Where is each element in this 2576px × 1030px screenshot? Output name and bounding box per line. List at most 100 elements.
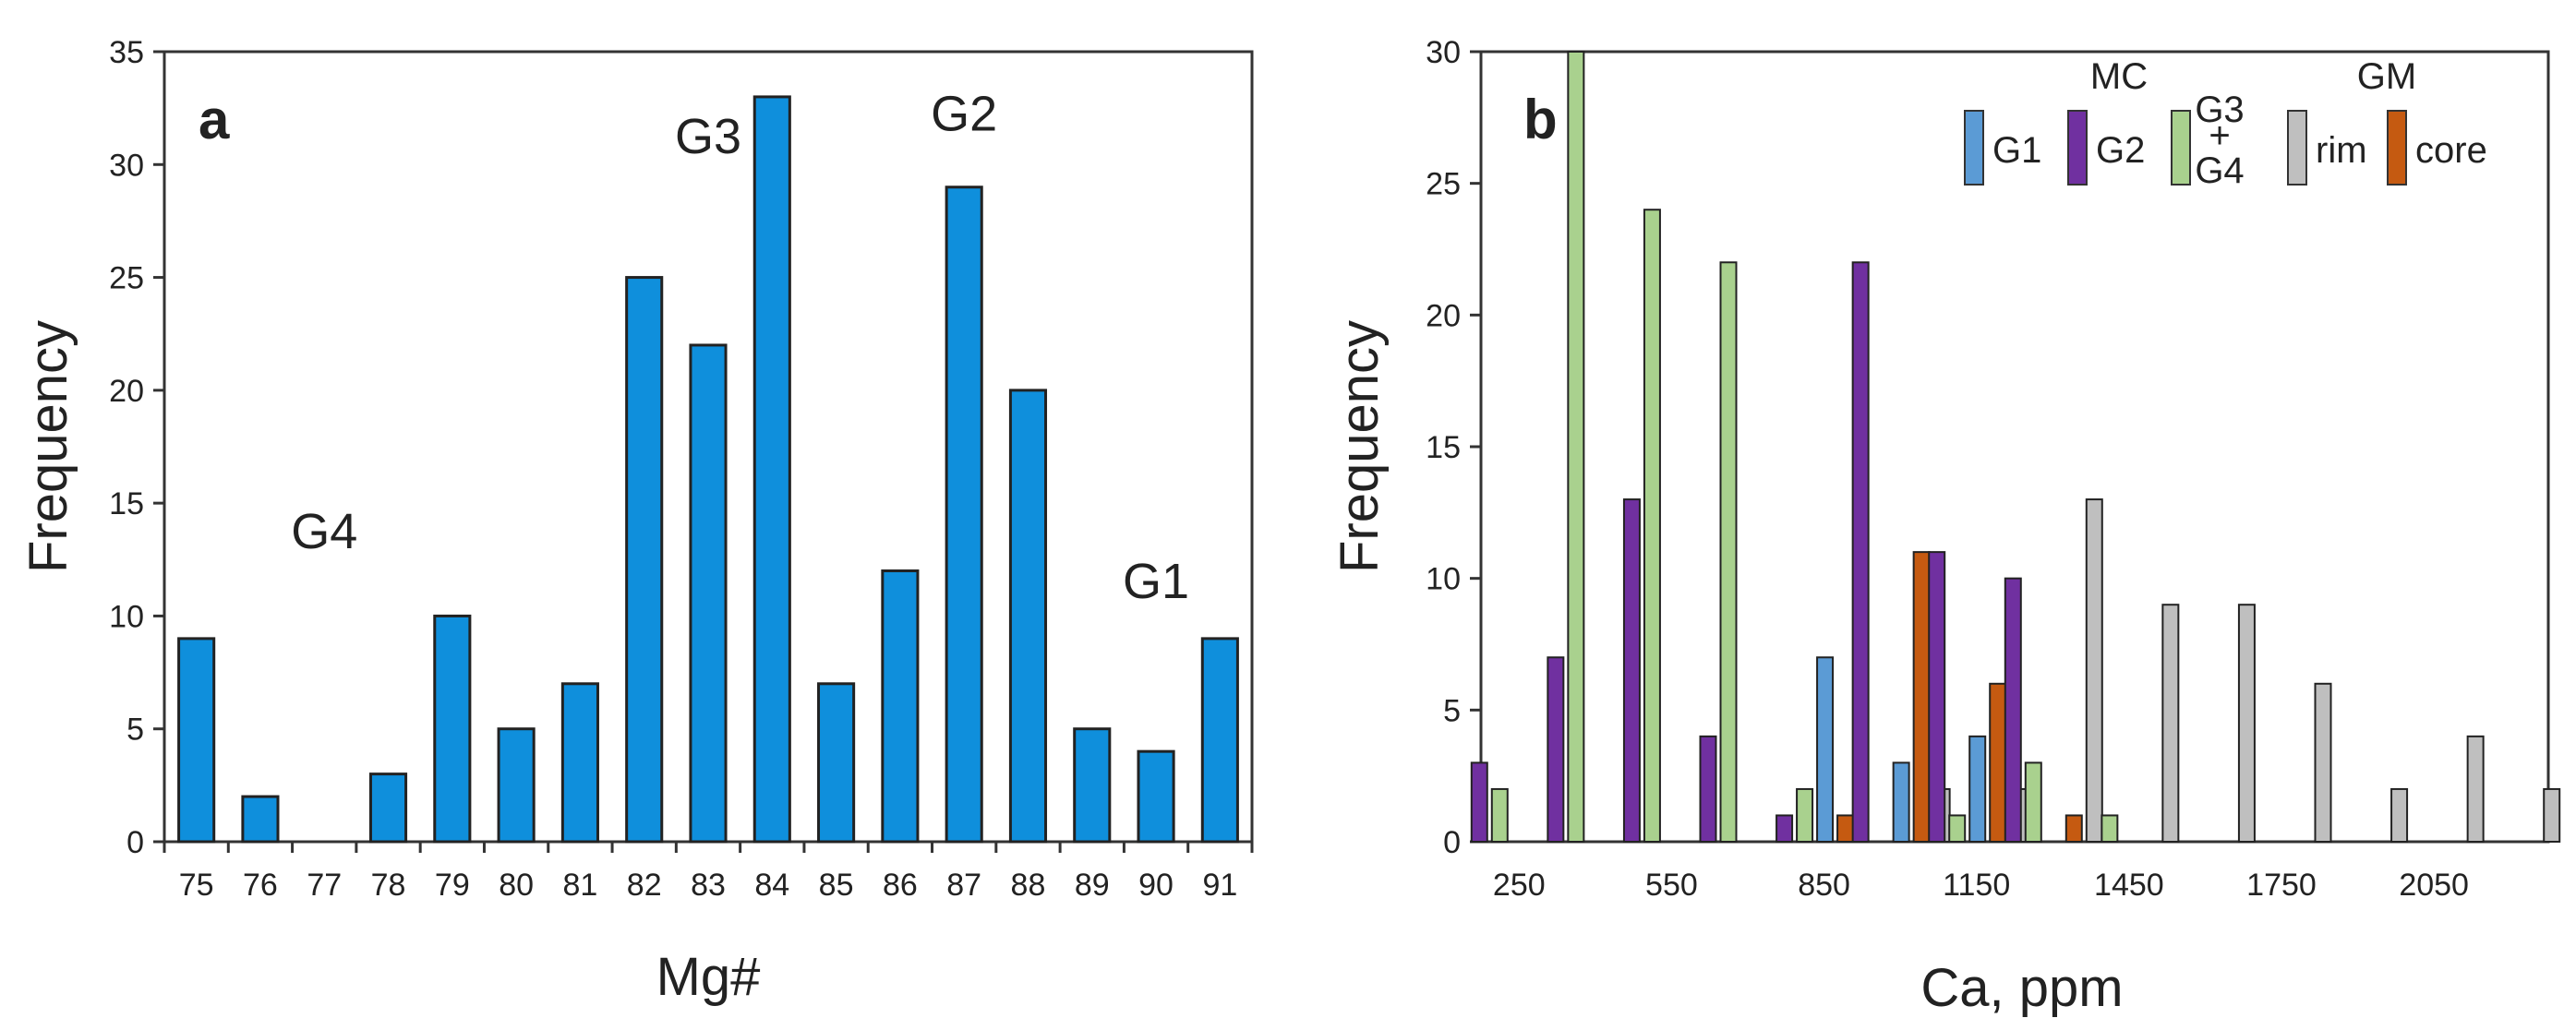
y-tick-label: 20 [109, 374, 144, 409]
bar-g2 [1622, 498, 1641, 843]
panel-b-y-axis: 0 5 10 15 20 25 30 [1426, 35, 1481, 860]
bar-rim [2085, 498, 2103, 843]
x-tick-label: 89 [1075, 868, 1110, 903]
x-tick-label: 82 [627, 868, 662, 903]
bar-g3g4 [1643, 209, 1661, 843]
y-tick-label: 0 [126, 825, 144, 860]
legend-heading-mc: MC [2090, 56, 2148, 97]
x-tick-label: 1150 [1943, 868, 2010, 903]
x-tick-label: 83 [691, 868, 726, 903]
bar-g1 [1892, 761, 1910, 844]
bar [945, 186, 983, 844]
bar [1200, 637, 1239, 844]
bar-g3g4 [2024, 761, 2042, 844]
legend-label-core: core [2415, 130, 2487, 171]
panel-a-mg-histogram: 0 5 10 15 20 25 30 35 75 76 77 78 79 80 81 82 83 84 85 86 8… [18, 35, 1254, 1007]
x-tick-label: 84 [754, 868, 789, 903]
group-label: G4 [291, 504, 357, 559]
y-tick-label: 25 [1426, 167, 1461, 202]
panel-b-letter: b [1523, 89, 1558, 150]
x-tick-label: 1450 [2094, 868, 2164, 903]
x-tick-label: 81 [562, 868, 597, 903]
bar-g3g4 [1567, 51, 1585, 843]
bar [433, 614, 472, 844]
x-tick-label: 850 [1798, 868, 1850, 903]
bar-rim [2543, 787, 2561, 844]
bar [752, 95, 791, 844]
y-tick-label: 10 [1426, 562, 1461, 597]
panel-b-ca-histogram: 0 5 10 15 20 25 30 250 550 850 1150 1450 1750 2050 b… [1330, 35, 2561, 1018]
panel-b-legend: MC GM G1 G2 G3 + G4 rim core [1964, 56, 2487, 191]
panel-a-bars [177, 95, 1239, 844]
x-tick-label: 75 [179, 868, 214, 903]
y-tick-label: 15 [1426, 430, 1461, 465]
bar-g1 [1816, 656, 1835, 843]
bar-g2 [1928, 551, 1946, 844]
legend-label-g4: G4 [2195, 150, 2244, 191]
y-tick-label: 15 [109, 486, 144, 521]
bar-rim [2237, 604, 2256, 843]
panel-a-x-axis-title: Mg# [656, 947, 761, 1007]
legend-label-plus: + [2209, 115, 2230, 156]
y-tick-label: 30 [109, 148, 144, 183]
bar-g2 [2004, 577, 2022, 844]
y-tick-label: 25 [109, 261, 144, 296]
x-tick-label: 250 [1493, 868, 1546, 903]
x-tick-label: 79 [435, 868, 470, 903]
bar-rim [2466, 735, 2485, 843]
y-tick-label: 35 [109, 35, 144, 70]
x-tick-label: 90 [1138, 868, 1174, 903]
bar-g2 [1851, 261, 1870, 843]
legend-swatch-rim [2287, 110, 2307, 186]
legend-label-g1: G1 [1992, 130, 2041, 171]
bar-g3g4 [2101, 814, 2119, 844]
bar [177, 637, 216, 844]
bar-core [1912, 551, 1931, 844]
bar [689, 343, 728, 844]
x-tick-label: 91 [1202, 868, 1237, 903]
bar-rim [2390, 787, 2409, 844]
bar [881, 569, 920, 844]
bar-rim [2161, 604, 2180, 843]
bar [1008, 389, 1048, 844]
panel-b-x-axis: 250 550 850 1150 1450 1750 2050 [1493, 868, 2469, 903]
bar-rim [2314, 682, 2332, 843]
bar [817, 682, 856, 844]
group-label: G2 [931, 87, 997, 142]
x-tick-label: 80 [499, 868, 534, 903]
bar-g2 [1547, 656, 1565, 843]
x-tick-label: 88 [1011, 868, 1046, 903]
legend-swatch-core [2387, 110, 2407, 186]
panel-b-x-axis-title: Ca, ppm [1920, 958, 2123, 1018]
x-tick-label: 85 [819, 868, 854, 903]
bar-core [2064, 814, 2083, 844]
bar [241, 795, 280, 844]
panel-a-y-axis: 0 5 10 15 20 25 30 35 [109, 35, 164, 860]
x-tick-label: 77 [307, 868, 342, 903]
legend-label-g2: G2 [2096, 130, 2145, 171]
x-tick-label: 87 [946, 868, 981, 903]
y-tick-label: 30 [1426, 35, 1461, 70]
x-tick-label: 78 [371, 868, 406, 903]
bar-g1 [1968, 735, 1987, 843]
x-tick-label: 2050 [2399, 868, 2469, 903]
bar [1137, 749, 1175, 844]
bar-core [1836, 814, 1855, 844]
group-label: G3 [675, 109, 741, 164]
legend-swatch-g2 [2067, 110, 2088, 186]
bar [625, 276, 664, 844]
bar-core [1989, 682, 2007, 843]
x-tick-label: 76 [243, 868, 278, 903]
panel-a-x-axis: 75 76 77 78 79 80 81 82 83 84 85 86 87 88 89 90 91 [163, 842, 1254, 903]
bar-g2 [1470, 761, 1488, 844]
legend-label-g3: G3 [2195, 90, 2244, 130]
bar-g3g4 [1490, 787, 1509, 844]
y-tick-label: 20 [1426, 298, 1461, 333]
legend-swatch-g3-g4 [2171, 110, 2191, 186]
y-tick-label: 5 [126, 713, 144, 748]
panel-a-group-labels: G4 G3 G2 G1 [291, 87, 1189, 609]
bar-g2 [1699, 735, 1717, 843]
bar-g3g4 [1948, 814, 1967, 844]
bar-g3g4 [1719, 261, 1738, 843]
